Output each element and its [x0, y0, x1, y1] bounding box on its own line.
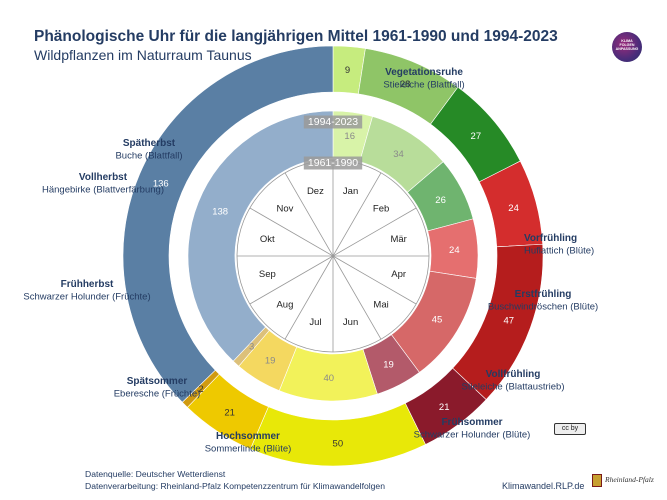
inner-ring-label-erstfruehling: 34	[393, 149, 404, 160]
callout-phase-vegetationsruhe: Vegetationsruhe	[385, 67, 463, 78]
callout-phase-spaetsommer: Spätsommer	[127, 376, 188, 387]
logo-text: KLIMA FOLGEN ANPASSUNG	[615, 39, 639, 52]
month-label-sep: Sep	[259, 269, 276, 280]
outer-ring-period-label-bg	[303, 115, 363, 129]
month-divider	[284, 255, 334, 340]
outer-ring-label-erstfruehling: 28	[400, 79, 411, 90]
outer-ring-label-vorfruehling: 9	[345, 65, 350, 76]
month-divider	[332, 255, 382, 340]
callout-phase-spaetherbst: Spätherbst	[123, 138, 176, 149]
inner-ring-segment-vegetationsruhe	[187, 110, 334, 362]
callout-phase-erstfruehling: Erstfrühling	[515, 289, 572, 300]
month-divider	[249, 255, 334, 305]
callout-indicator-vollherbst: Hängebirke (Blattverfärbung)	[42, 185, 164, 196]
inner-ring-label-vegetationsruhe: 138	[212, 206, 228, 217]
inner-ring-label-spaetsommer: 19	[383, 360, 394, 371]
callout-indicator-vorfruehling: Huflattich (Blüte)	[524, 246, 594, 257]
callout-phase-fruehherbst: Frühherbst	[61, 279, 114, 290]
month-label-feb: Feb	[373, 203, 389, 214]
outer-ring-segment-vegetationsruhe	[122, 45, 334, 403]
inner-ring-label-hochsommer: 45	[432, 314, 443, 325]
outer-ring-label-vollfruehling: 27	[471, 131, 482, 142]
rheinland-pfalz-logo: Rheinland-Pfalz	[592, 474, 654, 487]
creative-commons-license-icon: cc by	[554, 423, 586, 435]
month-divider	[332, 172, 382, 257]
callout-indicator-vollfruehling: Stieleiche (Blattaustrieb)	[462, 382, 565, 393]
callout-indicator-fruehsommer: Schwarzer Holunder (Blüte)	[414, 430, 531, 441]
inner-ring-label-fruehherbst: 40	[324, 373, 335, 384]
inner-ring-label-fruehsommer: 24	[449, 245, 460, 256]
callout-indicator-spaetherbst: Buche (Blattfall)	[115, 151, 182, 162]
outer-ring-label-spaetsommer: 21	[439, 402, 450, 413]
inner-ring-period-label-bg	[303, 156, 363, 170]
month-label-okt: Okt	[260, 234, 275, 245]
month-label-aug: Aug	[276, 300, 293, 311]
outer-ring-label-fruehherbst: 50	[333, 438, 344, 449]
callout-phase-hochsommer: Hochsommer	[216, 431, 280, 442]
callout-indicator-fruehherbst: Schwarzer Holunder (Früchte)	[23, 292, 150, 303]
chart-subtitle: Wildpflanzen im Naturraum Taunus	[34, 47, 252, 63]
callout-indicator-spaetsommer: Eberesche (Früchte)	[114, 389, 201, 400]
month-label-jul: Jul	[309, 317, 321, 328]
outer-ring-label-vollherbst: 21	[224, 407, 235, 418]
callout-phase-vorfruehling: Vorfrühling	[524, 233, 577, 244]
month-label-mai: Mai	[373, 300, 388, 311]
inner-ring-label-vollherbst: 19	[265, 355, 276, 366]
outer-ring-label-hochsommer: 47	[503, 315, 514, 326]
month-divider	[284, 172, 334, 257]
inner-ring-label-spaetherbst: 3	[249, 342, 254, 353]
callout-phase-vollfruehling: Vollfrühling	[486, 369, 541, 380]
outer-ring-label-vegetationsruhe: 136	[153, 179, 169, 190]
state-crest-icon	[592, 474, 602, 487]
callout-phase-vollherbst: Vollherbst	[79, 172, 128, 183]
inner-ring-period-label: 1961-1990	[308, 157, 358, 169]
callout-indicator-erstfruehling: Buschwindröschen (Blüte)	[488, 302, 598, 313]
klimawandel-logo-icon: KLIMA FOLGEN ANPASSUNG	[612, 32, 642, 62]
month-label-apr: Apr	[391, 269, 406, 280]
callout-indicator-vegetationsruhe: Stieleiche (Blattfall)	[383, 80, 464, 91]
outer-ring-period-label: 1994-2023	[308, 116, 358, 128]
outer-ring-label-spaetherbst: 2	[198, 384, 203, 395]
callout-indicator-hochsommer: Sommerlinde (Blüte)	[205, 444, 292, 455]
chart-title: Phänologische Uhr für die langjährigen M…	[34, 28, 558, 45]
month-label-maer: Mär	[390, 234, 406, 245]
month-label-jun: Jun	[343, 317, 358, 328]
month-label-nov: Nov	[276, 203, 293, 214]
inner-ring-label-vollfruehling: 26	[435, 195, 446, 206]
month-divider	[249, 207, 334, 257]
footer-website-link[interactable]: Klimawandel.RLP.de	[502, 481, 585, 491]
month-divider	[332, 255, 417, 305]
inner-ring-label-vorfruehling: 16	[344, 131, 355, 142]
month-label-dez: Dez	[307, 186, 324, 197]
footer-processing: Datenverarbeitung: Rheinland-Pfalz Kompe…	[85, 481, 385, 491]
footer-source: Datenquelle: Deutscher Wetterdienst	[85, 469, 226, 479]
month-label-jan: Jan	[343, 186, 358, 197]
callout-phase-fruehsommer: Frühsommer	[441, 417, 502, 428]
outer-ring-label-fruehsommer: 24	[508, 203, 519, 214]
month-divider	[332, 207, 417, 257]
